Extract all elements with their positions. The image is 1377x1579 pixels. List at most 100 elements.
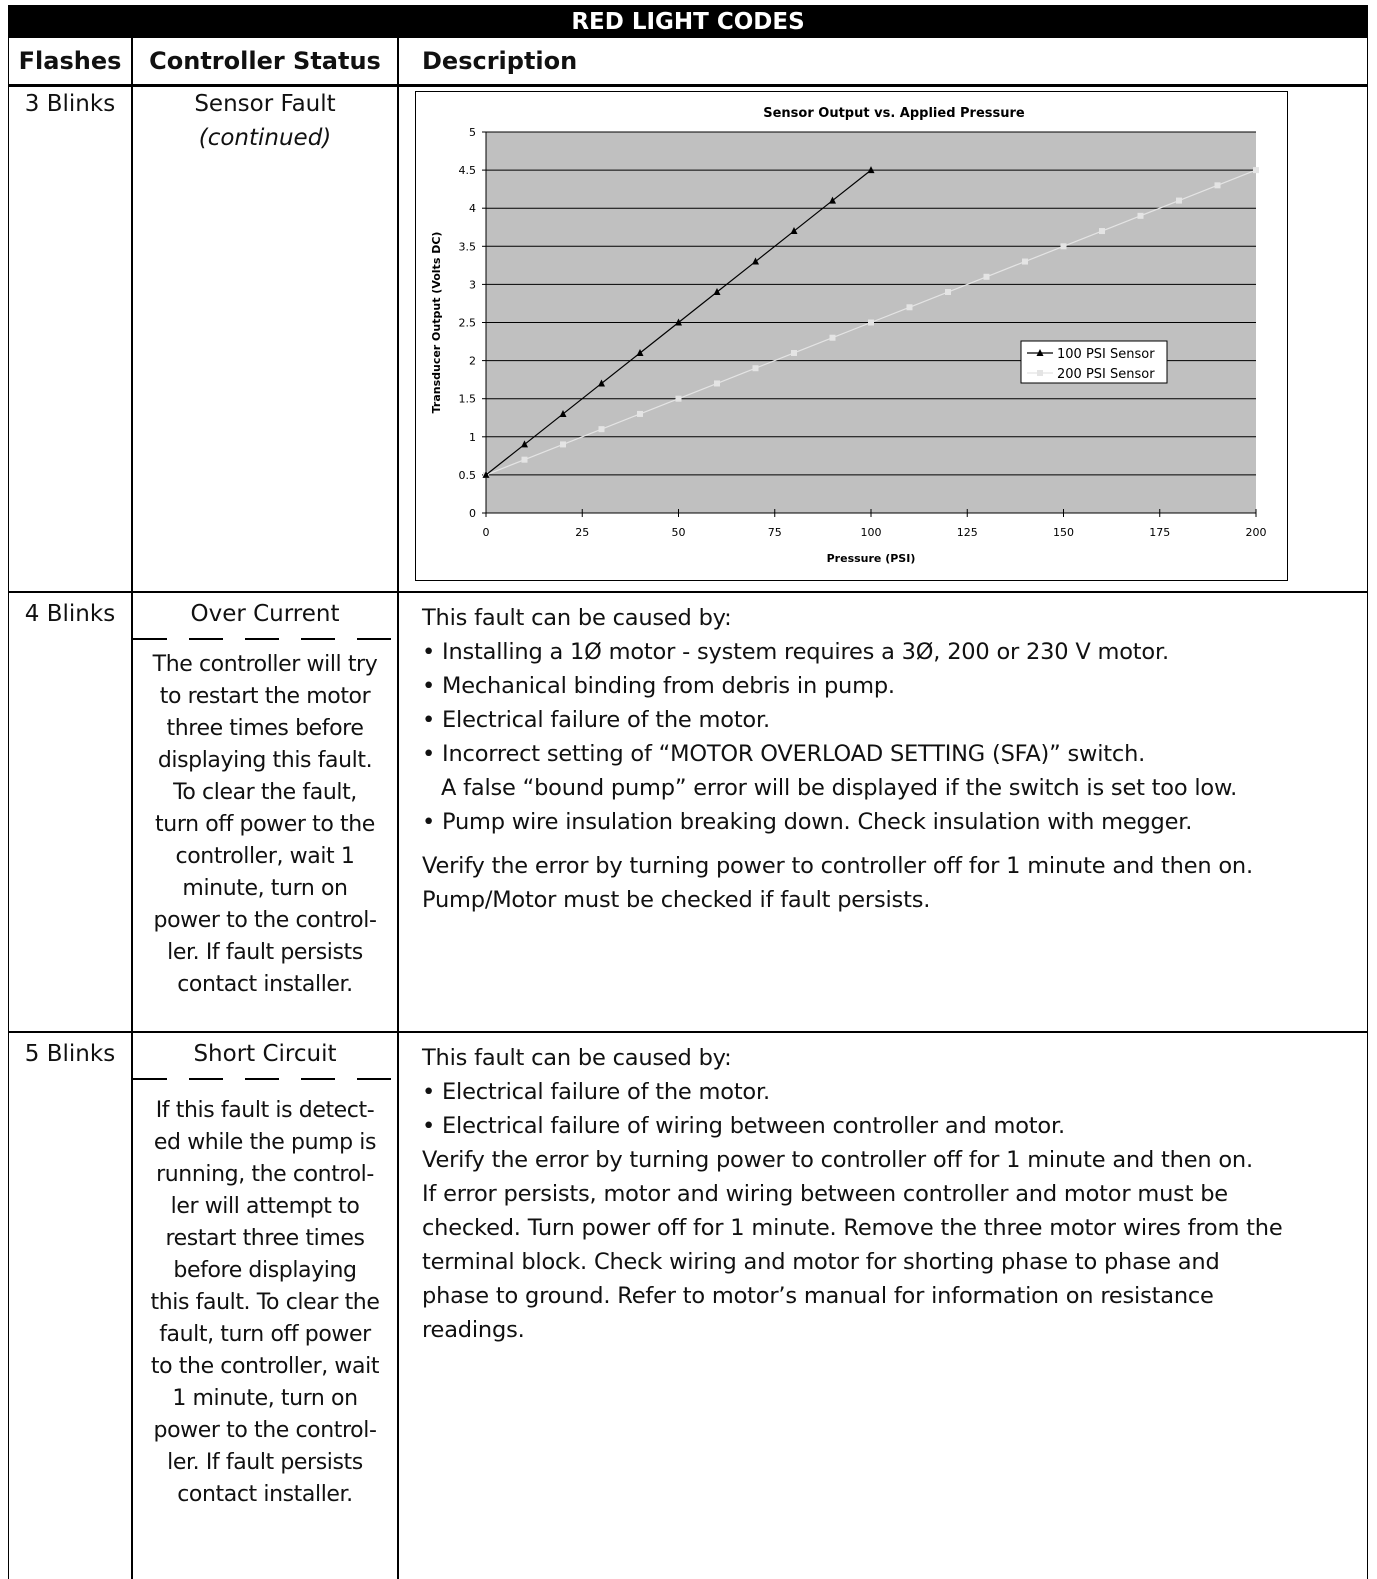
legend-label: 100 PSI Sensor <box>1057 347 1155 362</box>
data-point-100-psi <box>559 409 567 417</box>
row3-status-note: If this fault is detect-ed while the pum… <box>133 1095 397 1511</box>
data-point-200-psi <box>598 426 605 433</box>
row2-flashes: 4 Blinks <box>24 601 116 627</box>
data-point-100-psi <box>482 470 490 478</box>
row2-bullet: • Pump wire insulation breaking down. Ch… <box>422 809 1193 835</box>
row3-status: Short Circuit <box>193 1041 337 1067</box>
status-note-line: contact installer. <box>177 1482 353 1507</box>
x-tick-label: 0 <box>483 526 490 539</box>
status-note-line: ler will attempt to <box>170 1194 360 1219</box>
row1-flashes: 3 Blinks <box>24 91 116 117</box>
row3-para-line: phase to ground. Refer to motor’s manual… <box>422 1283 1214 1309</box>
row3-dashed-divider <box>133 1078 399 1080</box>
data-point-200-psi <box>1176 197 1182 204</box>
row1-status-sub: (continued) <box>198 125 332 151</box>
data-point-200-psi <box>637 410 643 417</box>
x-tick-label: 150 <box>1053 526 1074 539</box>
y-tick-label: 1 <box>469 431 476 444</box>
data-point-200-psi <box>1099 228 1105 235</box>
row2-description: This fault can be caused by: • Installin… <box>422 601 1367 917</box>
data-point-200-psi <box>521 456 528 463</box>
x-tick-label: 200 <box>1246 526 1267 539</box>
status-note-line: If this fault is detect- <box>155 1098 375 1123</box>
legend-marker <box>1037 370 1043 376</box>
status-note-line: before displaying <box>173 1258 357 1283</box>
row2-bullet: • Installing a 1Ø motor - system require… <box>422 639 1169 665</box>
data-point-200-psi <box>906 304 913 311</box>
y-tick-label: 0 <box>469 507 476 520</box>
x-tick-label: 100 <box>861 526 882 539</box>
data-point-200-psi <box>1060 243 1067 250</box>
data-point-200-psi <box>868 319 874 326</box>
row2-status: Over Current <box>190 601 340 627</box>
row2-bullet: • Electrical failure of the motor. <box>422 707 770 733</box>
row3-flashes: 5 Blinks <box>24 1041 116 1067</box>
data-point-100-psi <box>867 166 875 174</box>
y-tick-label: 4.5 <box>459 164 477 177</box>
header-description: Description <box>422 47 578 75</box>
row2-para-line: Pump/Motor must be checked if fault pers… <box>422 887 931 913</box>
data-point-100-psi <box>752 257 759 265</box>
status-note-line: three times before <box>166 716 364 741</box>
status-note-line: minute, turn on <box>182 876 348 901</box>
red-light-codes-table: RED LIGHT CODES Flashes Controller Statu… <box>8 5 1368 1579</box>
row3-para-line: If error persists, motor and wiring betw… <box>422 1181 1228 1207</box>
y-axis-label: Transducer Output (Volts DC) <box>430 232 443 414</box>
row-divider-2 <box>9 1031 1367 1033</box>
data-point-100-psi <box>790 227 798 235</box>
status-note-line: ler. If fault persists <box>167 940 363 965</box>
legend-box <box>1020 340 1168 384</box>
header-controller-status: Controller Status <box>149 47 381 75</box>
data-point-200-psi <box>945 289 951 296</box>
chart-svg: 00.511.522.533.544.550 25 50 75 100 125 150 175… <box>430 106 1267 565</box>
status-note-line: The controller will try <box>152 652 378 677</box>
row1-status: Sensor Fault <box>194 91 336 117</box>
row3-bullet: • Electrical failure of the motor. <box>422 1079 770 1105</box>
row3-para-line: terminal block. Check wiring and motor f… <box>422 1249 1220 1275</box>
data-point-200-psi <box>675 395 682 402</box>
data-point-100-psi <box>598 379 605 387</box>
status-note-line: power to the control- <box>153 908 377 933</box>
status-note-line: displaying this fault. <box>157 748 373 773</box>
status-note-line: turn off power to the <box>155 812 375 837</box>
data-point-200-psi <box>1253 167 1259 174</box>
status-note-line: contact installer. <box>177 972 353 997</box>
y-tick-label: 3.5 <box>459 240 477 253</box>
x-tick-label: 175 <box>1149 526 1170 539</box>
row2-bullet: • Incorrect setting of “MOTOR OVERLOAD S… <box>422 741 1146 767</box>
data-point-100-psi <box>829 196 836 204</box>
data-point-200-psi <box>752 365 759 372</box>
row2-intro: This fault can be caused by: <box>422 605 732 631</box>
status-note-line: ed while the pump is <box>153 1130 377 1155</box>
row2-bullet: • Mechanical binding from debris in pump… <box>422 673 895 699</box>
row2-bullet-continuation: A false “bound pump” error will be displ… <box>441 775 1238 801</box>
x-tick-label: 25 <box>575 526 589 539</box>
status-note-line: 1 minute, turn on <box>172 1386 358 1411</box>
row3-intro: This fault can be caused by: <box>422 1045 732 1071</box>
status-note-line: power to the control- <box>153 1418 377 1443</box>
chart-title: Sensor Output vs. Applied Pressure <box>763 106 1025 121</box>
y-tick-label: 2.5 <box>459 317 477 330</box>
column-divider-1 <box>131 38 133 1579</box>
x-tick-label: 125 <box>957 526 978 539</box>
status-note-line: fault, turn off power <box>159 1322 371 1347</box>
data-point-200-psi <box>560 441 566 448</box>
data-point-200-psi <box>983 273 990 280</box>
status-note-line: To clear the fault, <box>173 780 357 805</box>
data-point-100-psi <box>521 440 528 448</box>
data-point-200-psi <box>791 349 797 356</box>
y-tick-label: 5 <box>469 126 476 139</box>
status-note-line: restart three times <box>165 1226 365 1251</box>
data-point-100-psi <box>713 288 721 296</box>
legend-marker <box>1036 349 1044 356</box>
y-tick-label: 1.5 <box>459 393 477 406</box>
y-tick-label: 2 <box>469 355 476 368</box>
data-point-200-psi <box>1214 182 1221 189</box>
row3-para-line: checked. Turn power off for 1 minute. Re… <box>422 1215 1283 1241</box>
table-title: RED LIGHT CODES <box>9 5 1367 38</box>
x-axis-label: Pressure (PSI) <box>827 552 916 565</box>
row2-dashed-divider <box>133 638 399 640</box>
column-divider-2 <box>397 38 399 1579</box>
row3-bullet: • Electrical failure of wiring between c… <box>422 1113 1065 1139</box>
status-note-line: this fault. To clear the <box>150 1290 380 1315</box>
